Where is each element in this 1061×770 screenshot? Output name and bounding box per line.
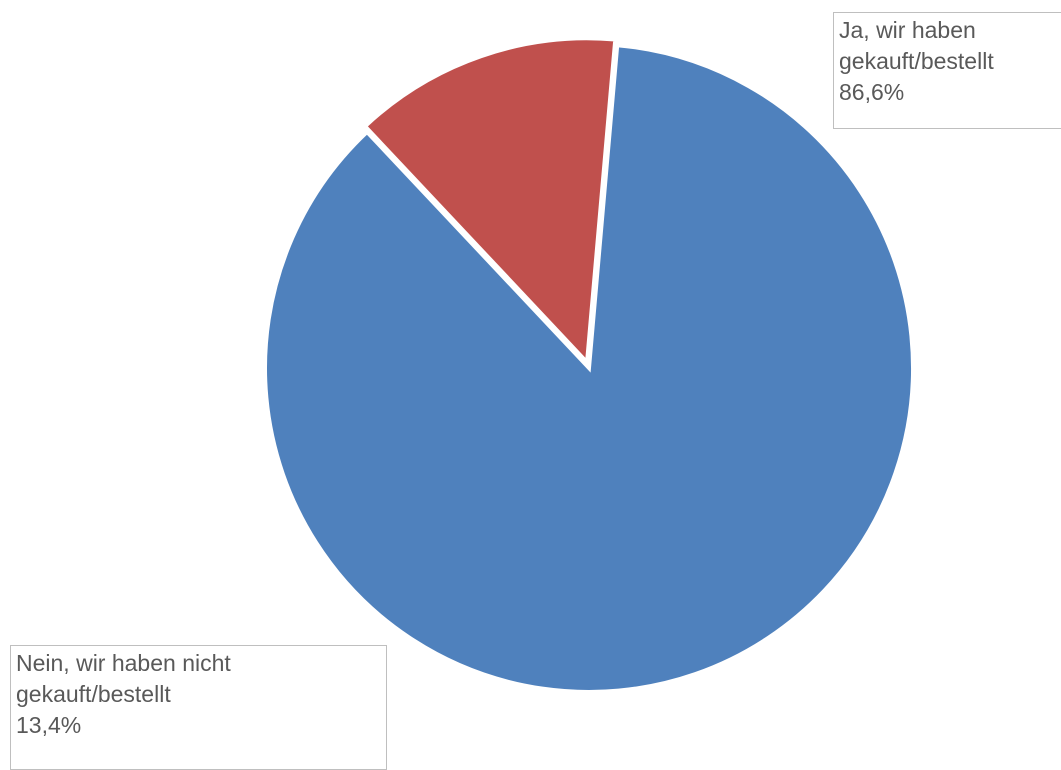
data-label-ja-value: 86,6% — [839, 79, 905, 105]
data-label-nein: Nein, wir haben nicht gekauft/bestellt 1… — [10, 645, 387, 770]
data-label-nein-line-1: Nein, wir haben nicht — [16, 650, 231, 676]
data-label-ja-line-2: gekauft/bestellt — [839, 48, 994, 74]
pie-slice-0 — [263, 43, 915, 694]
pie-slice-1 — [362, 36, 618, 367]
data-label-nein-value: 13,4% — [16, 712, 82, 738]
data-label-ja: Ja, wir haben gekauft/bestellt 86,6% — [833, 12, 1061, 129]
data-label-ja-line-1: Ja, wir haben — [839, 17, 976, 43]
data-label-nein-line-2: gekauft/bestellt — [16, 681, 171, 707]
